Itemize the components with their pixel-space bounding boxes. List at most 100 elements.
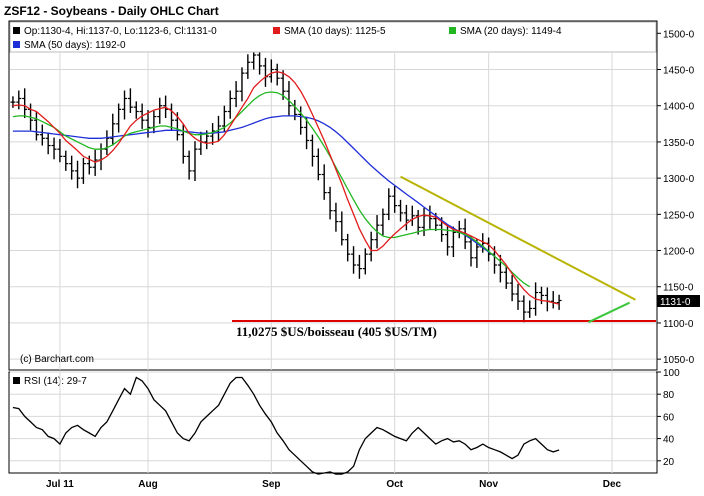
- ohlc-bar: [51, 137, 57, 160]
- ohlc-bar: [380, 208, 386, 236]
- price-tick-label: 1400-0: [663, 102, 695, 113]
- ohlc-bar: [333, 202, 339, 232]
- rsi-panel: RSI (14): 29-7 20 40 60 80 100: [8, 368, 680, 475]
- last-price-tag: 1131-0: [657, 295, 700, 308]
- ohlc-bar: [110, 113, 116, 146]
- rsi-line: [12, 376, 560, 475]
- ohlc-bar: [186, 150, 192, 180]
- ohlc-bar: [327, 186, 333, 220]
- x-tick-label: Jul 11: [46, 479, 74, 490]
- ohlc-bar: [368, 231, 374, 262]
- legend-swatch-ohlc: [13, 27, 20, 34]
- price-tick-label: 1100-0: [663, 319, 694, 330]
- price-tick-label: 1200-0: [663, 247, 695, 258]
- ohlc-bar: [257, 49, 263, 75]
- x-tick-label: Nov: [479, 479, 498, 490]
- ohlc-bar: [556, 294, 562, 310]
- rsi-panel-frame: [8, 371, 658, 474]
- last-price-tag-text: 1131-0: [660, 297, 691, 308]
- ohlc-bar: [16, 90, 22, 110]
- ohlc-bar: [245, 54, 251, 79]
- ohlc-bar: [309, 134, 315, 167]
- price-tick-label: 1250-0: [663, 210, 695, 221]
- sma10-line: [12, 71, 560, 305]
- legend-swatch-sma50: [13, 41, 20, 48]
- trendline-lower: [588, 301, 631, 324]
- rsi-tick-label: 80: [663, 390, 675, 401]
- rsi-tick-label: 60: [663, 412, 675, 423]
- ohlc-bar: [274, 63, 280, 86]
- ohlc-bar: [268, 59, 274, 83]
- ohlc-bar: [392, 186, 398, 213]
- ohlc-bar: [515, 283, 521, 310]
- ohlc-bar: [57, 139, 63, 163]
- legend-swatch-sma20: [449, 27, 456, 34]
- ohlc-bar: [239, 67, 245, 102]
- ohlc-bar: [116, 103, 122, 133]
- ohlc-bar: [497, 254, 503, 283]
- ohlc-bar: [521, 295, 527, 323]
- legend-ohlc: Op:1130-4, Hi:1137-0, Lo:1123-6, Cl:1131…: [24, 26, 217, 37]
- x-tick-label: Oct: [386, 479, 403, 490]
- x-tick-label: Sep: [262, 479, 280, 490]
- trendline-upper: [400, 175, 636, 301]
- legend-background: [9, 21, 657, 53]
- ohlc-bar: [133, 101, 139, 119]
- ohlc-bar: [304, 117, 310, 150]
- support-annotation: 11,0275 $US/boisseau (405 $US/TM): [236, 324, 437, 339]
- ohlc-bar: [33, 112, 39, 141]
- ohlc-bar: [63, 150, 69, 171]
- sma20-line: [12, 91, 531, 288]
- ohlc-bar: [386, 188, 392, 221]
- ohlc-bar: [122, 90, 128, 120]
- ohlc-bar: [509, 275, 515, 302]
- rsi-tick-label: 100: [663, 368, 680, 379]
- legend-swatch-sma10: [273, 27, 280, 34]
- ohlc-bar: [127, 88, 133, 113]
- ohlc-bar: [298, 106, 304, 135]
- ohlc-bar: [104, 130, 110, 155]
- ohlc-bar: [398, 199, 404, 222]
- ohlc-bar: [503, 266, 509, 289]
- rsi-tick-label: 40: [663, 435, 675, 446]
- ohlc-bar: [227, 90, 233, 119]
- ohlc-bar: [157, 97, 163, 124]
- ohlc-bar: [362, 248, 368, 275]
- rsi-legend: RSI (14): 29-7: [24, 376, 87, 387]
- price-tick-label: 1350-0: [663, 138, 695, 149]
- ohlc-bar: [39, 124, 45, 146]
- chart-title: ZSF12 - Soybeans - Daily OHLC Chart: [4, 4, 219, 18]
- legend-sma50: SMA (50 days): 1192-0: [24, 40, 126, 51]
- price-panel-frame: [8, 20, 658, 371]
- price-tick-label: 1500-0: [663, 29, 695, 40]
- ohlc-bar: [351, 246, 357, 274]
- ohlc-bar: [315, 148, 321, 181]
- ohlc-bar: [527, 300, 533, 318]
- x-axis: Jul 11 Aug Sep Oct Nov Dec: [46, 479, 622, 490]
- ohlc-bar: [468, 236, 474, 267]
- ohlc-bar: [321, 164, 327, 200]
- ohlc-bar: [75, 160, 81, 189]
- legend-sma20: SMA (20 days): 1149-4: [460, 26, 562, 37]
- rsi-legend-swatch: [13, 377, 20, 384]
- ohlc-bar: [415, 209, 421, 235]
- price-tick-label: 1150-0: [663, 283, 694, 294]
- x-tick-label: Dec: [603, 479, 622, 490]
- price-panel: 1050-0 1100-0 1150-0 1200-0 1250-0 1300-0 1350…: [8, 20, 700, 371]
- legend-box: Op:1130-4, Hi:1137-0, Lo:1123-6, Cl:1131…: [9, 21, 657, 53]
- copyright-credit: (c) Barchart.com: [20, 354, 94, 365]
- ohlc-bar: [403, 204, 409, 231]
- ohlc-bar: [192, 141, 198, 182]
- ohlc-bar: [450, 226, 456, 258]
- ohlc-bar: [69, 155, 75, 180]
- legend-sma10: SMA (10 days): 1125-5: [284, 26, 386, 37]
- ohlc-bar: [45, 132, 51, 155]
- ohlc-bar: [538, 286, 544, 305]
- ohlc-bar: [286, 81, 292, 116]
- ohlc-bar: [22, 88, 28, 119]
- ohlc-bar: [233, 81, 239, 108]
- ohlc-bar: [339, 211, 345, 246]
- ohlc-bar: [92, 149, 98, 176]
- ohlc-bar: [356, 254, 362, 279]
